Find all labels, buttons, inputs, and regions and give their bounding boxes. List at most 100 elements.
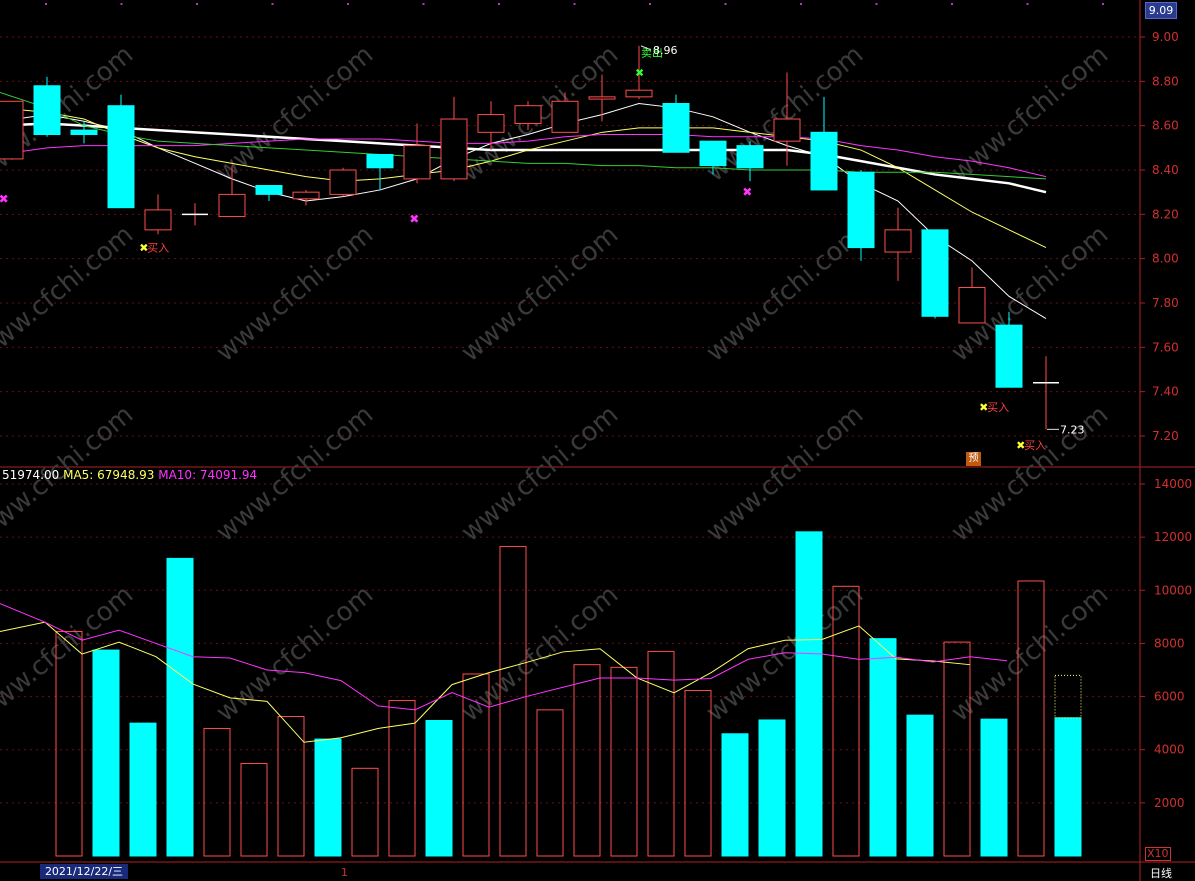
top-dot	[120, 3, 123, 5]
candle	[440, 96, 468, 182]
watermark-text: www.cfchi.com	[701, 220, 870, 368]
volume-tick-label: 6000	[1154, 690, 1185, 704]
top-dot	[422, 3, 425, 5]
volume-legend: 51974.00 MA5: 67948.93 MA10: 74091.94	[2, 468, 257, 482]
volume-bar	[203, 727, 231, 857]
candle-body	[33, 85, 61, 136]
candle-body	[329, 169, 357, 195]
candle	[477, 101, 505, 151]
date-cursor-label: 2021/12/22/三	[40, 864, 128, 879]
volume-bar	[573, 664, 601, 857]
top-dot	[800, 3, 802, 5]
candle-body	[625, 89, 653, 98]
volume-ma10: MA10: 74091.94	[158, 468, 258, 482]
candle	[0, 100, 24, 160]
sell-marker-x: ✖	[635, 66, 644, 79]
price-tick-label: 7.80	[1152, 296, 1179, 310]
candle-body	[477, 114, 505, 133]
volume-bar	[55, 630, 83, 857]
volume-bar	[869, 638, 897, 857]
watermark-text: www.cfchi.com	[946, 400, 1115, 548]
volume-tick-label: 4000	[1154, 743, 1185, 757]
volume-bar	[240, 763, 268, 857]
candle	[144, 194, 172, 235]
candle	[551, 92, 579, 133]
buy-marker-x: ✖	[979, 401, 988, 414]
candle	[847, 170, 875, 261]
ma-line-yellow	[0, 107, 1047, 249]
high-arrow	[640, 45, 652, 51]
top-dot	[271, 3, 274, 5]
sell-label: 卖出	[641, 45, 663, 59]
candle	[884, 207, 912, 281]
watermark-text: www.cfchi.com	[456, 220, 625, 368]
volume-bar	[129, 722, 157, 857]
volume-tick-label: 14000	[1154, 477, 1192, 491]
price-tick-label: 8.40	[1152, 163, 1179, 177]
signal-marker-x: ✖	[409, 212, 419, 226]
price-tick-label: 7.40	[1152, 385, 1179, 399]
candle-body	[810, 131, 838, 191]
candle	[699, 140, 727, 175]
price-tick-label: 8.20	[1152, 207, 1179, 221]
ma-line-magenta	[0, 134, 1047, 178]
volume-bar	[906, 714, 934, 857]
candle	[366, 153, 394, 190]
candle	[662, 94, 690, 153]
price-tick-label: 7.20	[1152, 429, 1179, 443]
candle-body	[588, 96, 616, 100]
candle-body	[0, 100, 24, 160]
volume-bar	[425, 719, 453, 857]
volume-tick-label: 10000	[1154, 583, 1192, 597]
candle	[736, 141, 764, 182]
price-tick-label: 8.60	[1152, 119, 1179, 133]
top-dot	[951, 3, 953, 5]
candle	[995, 311, 1023, 388]
current-price-tag: 9.09	[1145, 2, 1177, 19]
candle-body	[699, 140, 727, 167]
signal-marker-x: ✖	[742, 185, 752, 199]
candle-body	[995, 324, 1023, 388]
watermark-text: www.cfchi.com	[211, 40, 380, 188]
candle	[107, 94, 135, 209]
candle	[625, 45, 653, 100]
top-dot	[347, 3, 349, 5]
volume-bar	[795, 531, 823, 857]
volume-multiplier: X10	[1145, 847, 1171, 861]
watermark-text: www.cfchi.com	[456, 580, 625, 728]
top-dot	[875, 3, 878, 5]
low-price-label: 7.23	[1060, 423, 1085, 436]
price-tick-label: 8.80	[1152, 74, 1179, 88]
volume-bar	[277, 716, 305, 857]
watermark-text: www.cfchi.com	[456, 400, 625, 548]
top-dot	[573, 3, 576, 5]
volume-forecast-bar	[1054, 674, 1082, 719]
candle-body	[292, 191, 320, 200]
watermark-text: www.cfchi.com	[946, 40, 1115, 188]
price-tick-label: 7.60	[1152, 340, 1179, 354]
volume-bar	[351, 767, 379, 857]
volume-tick-label: 8000	[1154, 636, 1185, 650]
candle-body	[736, 145, 764, 169]
candle	[218, 165, 246, 218]
volume-bar	[388, 700, 416, 857]
buy-label: 买入	[1024, 439, 1046, 452]
volume-tick-label: 12000	[1154, 530, 1192, 544]
volume-tick-label: 2000	[1154, 796, 1185, 810]
volume-ma5: MA5: 67948.93	[63, 468, 155, 482]
candle	[514, 101, 542, 131]
volume-bar	[758, 719, 786, 857]
candle-body	[107, 105, 135, 209]
candle-body	[551, 100, 579, 133]
buy-label: 买入	[987, 401, 1009, 414]
candle-body	[255, 185, 283, 195]
volume-ma5-line	[0, 621, 971, 743]
candle-body	[921, 229, 949, 317]
volume-bar	[166, 557, 194, 857]
volume-bar	[314, 738, 342, 857]
candle	[588, 74, 616, 122]
top-dot	[1102, 3, 1104, 5]
candle	[921, 229, 949, 319]
period-tab-daily[interactable]: 日线	[1150, 867, 1172, 880]
